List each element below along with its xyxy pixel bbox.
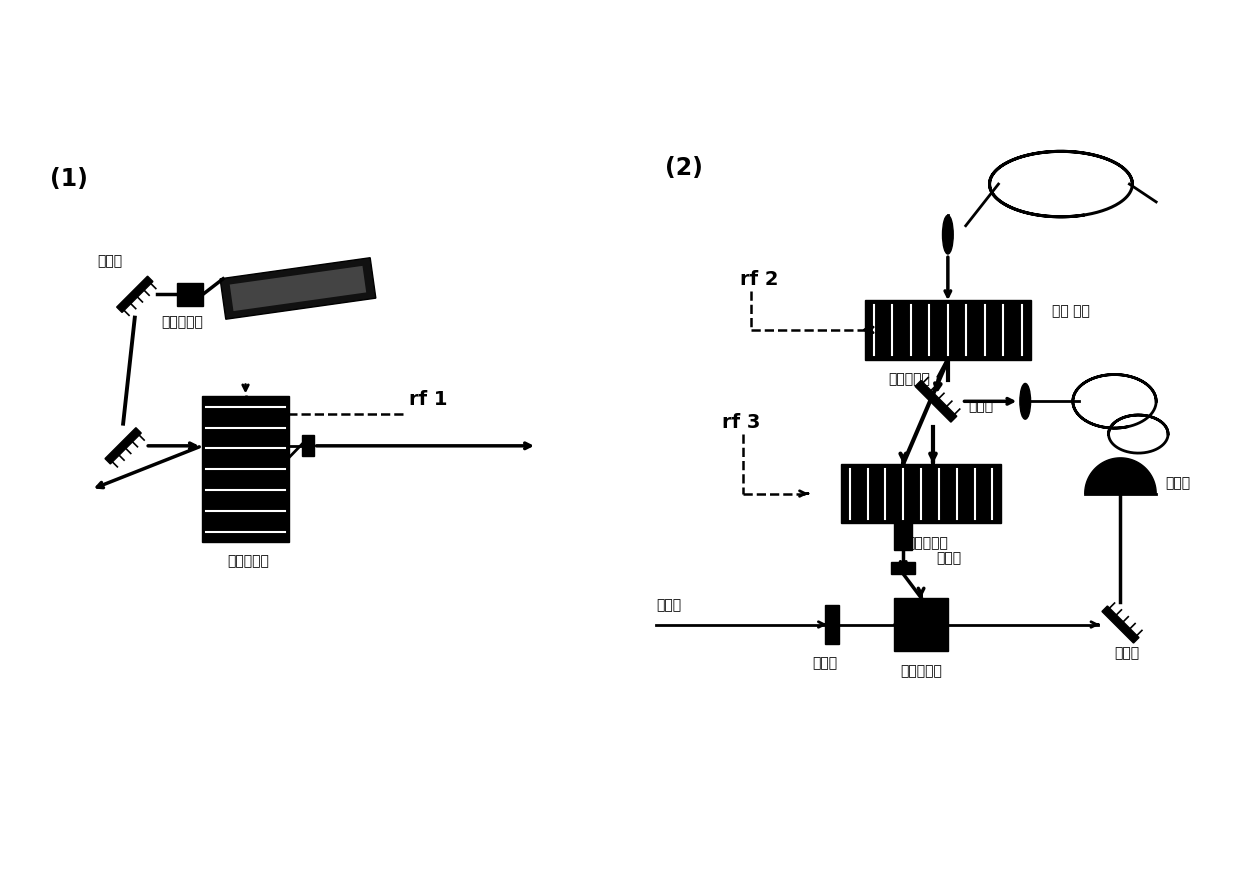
FancyBboxPatch shape bbox=[894, 598, 947, 651]
Text: rf 2: rf 2 bbox=[739, 270, 777, 290]
Text: 脉冲 出射: 脉冲 出射 bbox=[1052, 304, 1090, 318]
Text: 反射镜: 反射镜 bbox=[97, 254, 122, 268]
Text: 光学隔离器: 光学隔离器 bbox=[161, 315, 203, 329]
Text: 参考光: 参考光 bbox=[656, 598, 681, 612]
Polygon shape bbox=[915, 380, 957, 422]
Polygon shape bbox=[229, 266, 366, 311]
FancyBboxPatch shape bbox=[892, 562, 915, 574]
Text: 半玻片: 半玻片 bbox=[936, 551, 961, 565]
Text: rf 3: rf 3 bbox=[722, 413, 760, 432]
Polygon shape bbox=[105, 428, 141, 464]
FancyBboxPatch shape bbox=[618, 128, 1240, 752]
Polygon shape bbox=[1085, 458, 1156, 494]
Polygon shape bbox=[221, 258, 376, 319]
FancyBboxPatch shape bbox=[864, 300, 1032, 360]
Text: 偏振分束器: 偏振分束器 bbox=[900, 664, 942, 678]
Text: 声光调制器: 声光调制器 bbox=[227, 554, 269, 568]
Text: 探测器: 探测器 bbox=[1166, 477, 1190, 491]
FancyBboxPatch shape bbox=[303, 436, 314, 457]
Ellipse shape bbox=[942, 216, 954, 254]
Polygon shape bbox=[1102, 606, 1140, 643]
FancyBboxPatch shape bbox=[894, 520, 913, 550]
Text: 声光调制器: 声光调制器 bbox=[888, 372, 930, 386]
FancyBboxPatch shape bbox=[825, 605, 839, 643]
Text: 半玻片: 半玻片 bbox=[812, 656, 837, 671]
FancyBboxPatch shape bbox=[202, 396, 289, 542]
Ellipse shape bbox=[1019, 384, 1030, 419]
Text: rf 1: rf 1 bbox=[409, 390, 448, 409]
FancyBboxPatch shape bbox=[841, 464, 1002, 524]
Text: (2): (2) bbox=[665, 156, 703, 180]
Text: 反射镜: 反射镜 bbox=[968, 400, 993, 414]
Text: 声光调制器: 声光调制器 bbox=[906, 536, 947, 550]
Text: (1): (1) bbox=[51, 167, 88, 192]
Polygon shape bbox=[117, 276, 153, 312]
FancyBboxPatch shape bbox=[0, 134, 610, 746]
Text: 反射镜: 反射镜 bbox=[1114, 646, 1140, 660]
FancyBboxPatch shape bbox=[177, 282, 203, 306]
